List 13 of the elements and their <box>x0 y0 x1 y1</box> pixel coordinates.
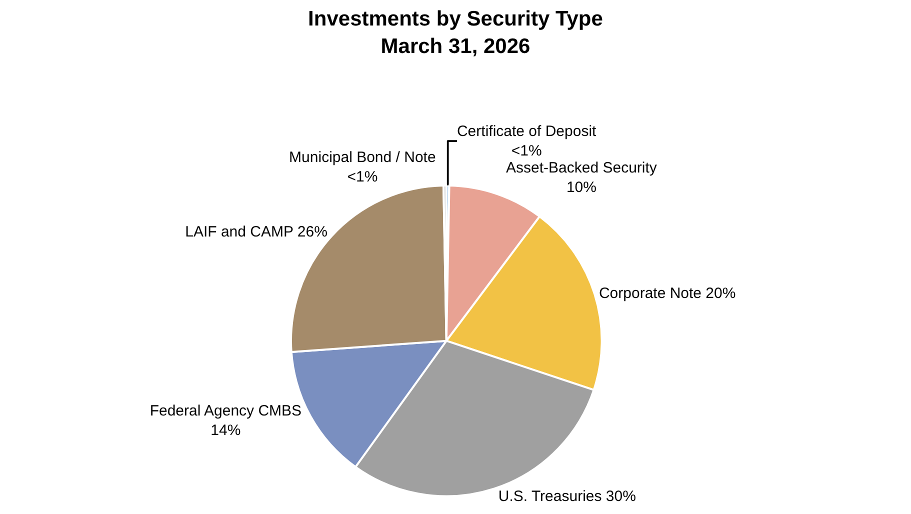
slice-label: U.S. Treasuries 30% <box>498 488 636 505</box>
slice-label: Asset-Backed Security <box>506 159 658 176</box>
slice-label: Certificate of Deposit <box>456 122 598 140</box>
chart-title: Investments by Security Type <box>308 8 603 31</box>
data-label: <1% <box>511 142 542 160</box>
data-label: 14% <box>210 422 241 440</box>
slice-label: Corporate Note 20% <box>598 285 736 302</box>
slice-label: Municipal Bond / Note <box>289 148 436 166</box>
data-label: <1% <box>347 168 378 186</box>
slice-label: LAIF and CAMP 26% <box>185 224 328 241</box>
slice-label: Federal Agency CMBS <box>150 402 302 420</box>
chart-subtitle: March 31, 2026 <box>380 35 530 58</box>
data-label: 10% <box>566 178 596 196</box>
